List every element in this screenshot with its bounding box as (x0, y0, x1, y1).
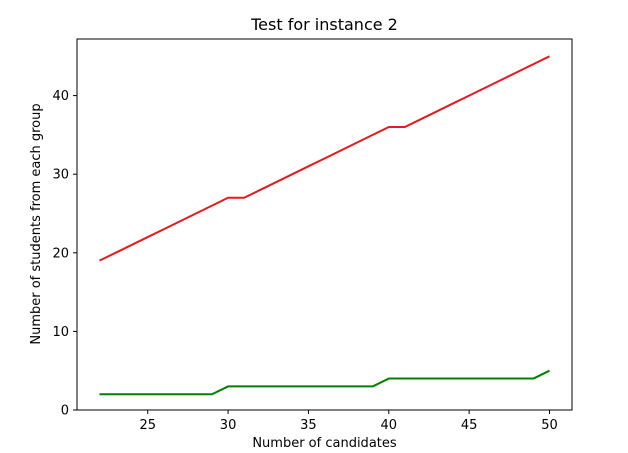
x-tick-label: 40 (381, 418, 398, 433)
y-axis-label: Number of students from each group (29, 103, 44, 344)
chart-title: Test for instance 2 (250, 15, 398, 34)
y-tick-label: 30 (52, 168, 69, 183)
x-tick-label: 30 (220, 418, 237, 433)
y-tick-label: 0 (61, 404, 69, 419)
y-tick-label: 40 (52, 89, 69, 104)
series-line-1 (99, 55, 550, 262)
x-tick-label: 35 (300, 418, 317, 433)
plot-area (76, 38, 573, 411)
x-tick-label: 50 (541, 418, 558, 433)
x-axis-ticks: 25 30 35 40 45 50 (139, 410, 558, 433)
series-line-2 (99, 369, 550, 396)
x-tick-label: 25 (139, 418, 156, 433)
y-axis-ticks: 0 10 20 30 40 (52, 89, 77, 419)
y-tick-label: 10 (52, 325, 69, 340)
x-axis-label: Number of candidates (252, 436, 397, 451)
x-tick-label: 45 (461, 418, 478, 433)
y-tick-label: 20 (52, 246, 69, 261)
series-layer (99, 55, 550, 396)
